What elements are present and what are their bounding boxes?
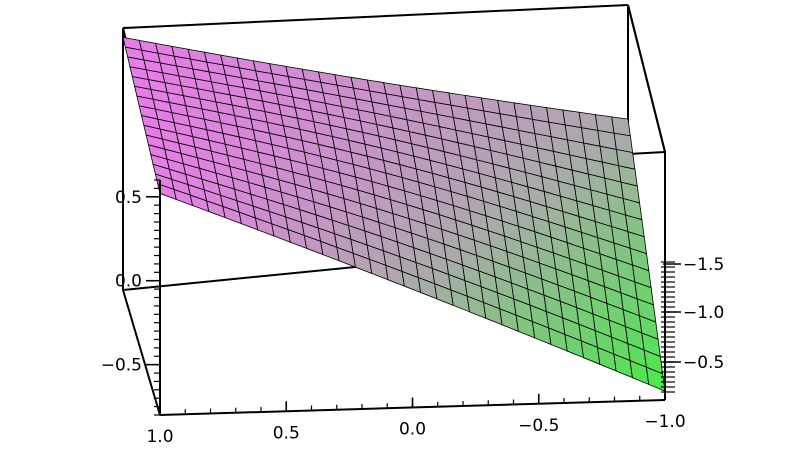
surface-cell [546, 107, 566, 126]
surface-cell [480, 97, 501, 115]
surface-cell [562, 109, 582, 129]
box-edge [122, 289, 161, 416]
y-tick-label: −0.5 [683, 353, 724, 373]
x-tick-label: 1.0 [146, 427, 173, 447]
x-tick-label: −0.5 [518, 416, 559, 436]
box-edge [122, 4, 629, 29]
surface-cell [578, 111, 599, 131]
surface-cell [513, 102, 534, 120]
surface-cell [611, 116, 631, 137]
x-tick-label: 0.5 [273, 423, 300, 443]
z-tick-label: 0.5 [115, 188, 142, 208]
box-edge [627, 4, 666, 153]
surface-cell [529, 104, 550, 123]
y-tick-label: −1.5 [683, 255, 724, 275]
surface-mesh [122, 36, 666, 392]
surface-cell [497, 99, 517, 117]
z-axis: 0.5 0.0 −0.5 [101, 179, 160, 416]
x-axis: 1.0 0.5 0.0 −0.5 −1.0 [146, 390, 686, 447]
x-tick-label: −1.0 [644, 412, 685, 432]
y-axis: −0.5 −1.0 −1.5 [661, 255, 724, 393]
x-tick-label: 0.0 [399, 420, 426, 440]
z-tick-label: −0.5 [101, 356, 142, 376]
z-tick-label: 0.0 [115, 272, 142, 292]
y-tick-label: −1.0 [683, 303, 724, 323]
surface-cell [594, 114, 615, 134]
